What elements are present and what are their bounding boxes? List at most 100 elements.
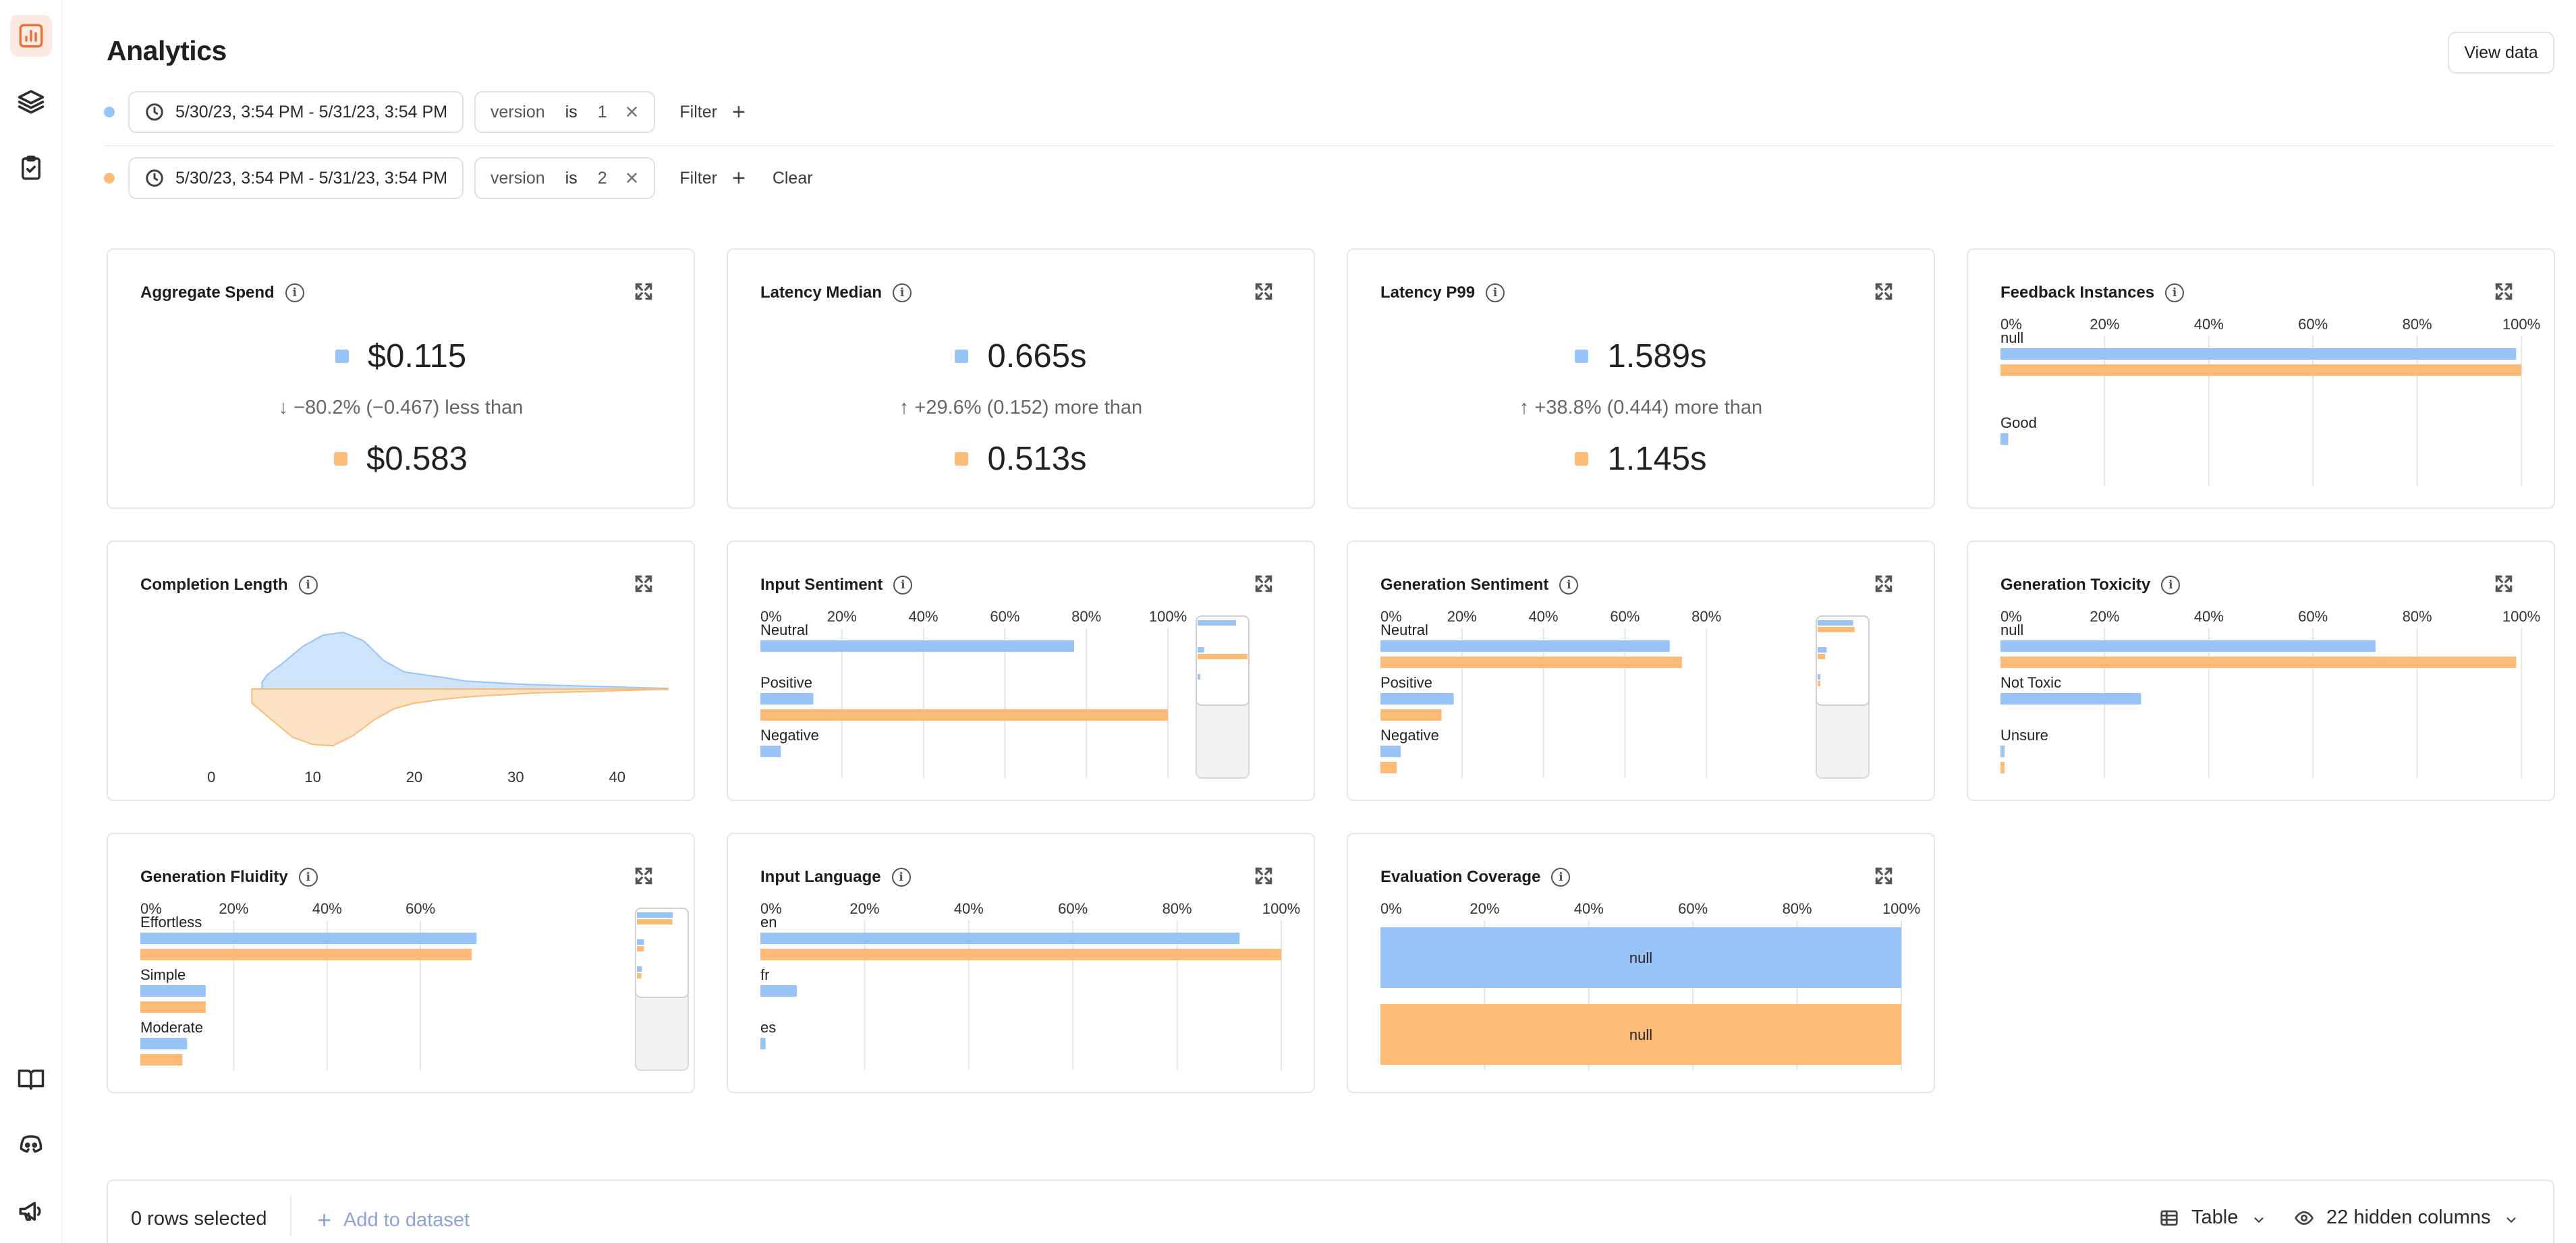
info-icon[interactable]: i bbox=[298, 576, 318, 595]
toolbar-divider bbox=[290, 1196, 291, 1236]
discord-nav-button[interactable] bbox=[10, 1124, 52, 1166]
bar bbox=[1380, 762, 1397, 773]
info-icon[interactable]: i bbox=[1559, 576, 1579, 595]
date-range-picker[interactable]: 5/30/23, 3:54 PM - 5/31/23, 3:54 PM bbox=[128, 91, 464, 133]
analytics-nav-button[interactable] bbox=[10, 15, 52, 57]
bar bbox=[1380, 693, 1454, 705]
expand-icon[interactable] bbox=[1253, 573, 1275, 595]
remove-filter-icon[interactable]: ✕ bbox=[624, 167, 640, 188]
metric-value-b: $0.583 bbox=[366, 441, 468, 477]
expand-icon[interactable] bbox=[2493, 281, 2515, 302]
filter-key: version bbox=[491, 168, 545, 188]
discord-icon bbox=[20, 1135, 43, 1153]
date-range-picker[interactable]: 5/30/23, 3:54 PM - 5/31/23, 3:54 PM bbox=[128, 157, 464, 199]
info-icon[interactable]: i bbox=[891, 868, 911, 887]
info-icon[interactable]: i bbox=[285, 283, 304, 302]
series-orange-dot bbox=[104, 173, 115, 184]
bar bbox=[2000, 762, 2005, 773]
x-tick-label: 40% bbox=[954, 900, 984, 917]
x-tick-label: 20% bbox=[849, 900, 879, 917]
filter-divider bbox=[104, 145, 2554, 146]
metric-compare-row: ↑ +38.8% (0.444) more than bbox=[1348, 397, 1934, 419]
expand-icon[interactable] bbox=[2493, 573, 2515, 595]
bar bbox=[2000, 348, 2517, 360]
x-tick-label: 20% bbox=[2090, 316, 2119, 333]
x-tick-label: 0% bbox=[2000, 608, 2022, 625]
x-tick-label: 60% bbox=[2298, 316, 2328, 333]
expand-icon[interactable] bbox=[1873, 865, 1895, 887]
view-data-button[interactable]: View data bbox=[2448, 32, 2554, 74]
filter-operator[interactable]: is bbox=[565, 102, 578, 121]
eye-icon bbox=[2294, 1208, 2314, 1228]
x-tick-label: 30 bbox=[507, 769, 524, 785]
filter-value[interactable]: 2 bbox=[597, 168, 607, 188]
clock-icon bbox=[146, 103, 163, 121]
input-language-card: Input Language i 0% 20% 40% 60% 80% 100% en fr es bbox=[727, 833, 1315, 1093]
x-tick-label: 100% bbox=[1262, 900, 1300, 917]
evaluation-coverage-chart: 0% 20% 40% 60% 80% 100% null null bbox=[1380, 900, 1920, 1070]
category-label: fr bbox=[760, 966, 769, 983]
x-tick-label: 60% bbox=[1610, 608, 1640, 625]
expand-icon[interactable] bbox=[1873, 281, 1895, 302]
announcements-nav-button[interactable] bbox=[10, 1190, 52, 1232]
add-filter-button[interactable]: Filter + bbox=[679, 101, 745, 123]
x-tick-label: 80% bbox=[1691, 608, 1721, 625]
info-icon[interactable]: i bbox=[1551, 868, 1571, 887]
metric-value-b-row: 1.145s bbox=[1348, 440, 1934, 478]
plus-icon: + bbox=[731, 165, 746, 191]
expand-icon[interactable] bbox=[633, 281, 654, 302]
x-tick-label: 80% bbox=[2403, 608, 2432, 625]
bar bbox=[140, 985, 206, 997]
bar-chart-icon bbox=[19, 24, 43, 48]
x-tick-label: 20% bbox=[2090, 608, 2119, 625]
expand-icon[interactable] bbox=[633, 573, 654, 595]
info-icon[interactable]: i bbox=[893, 283, 912, 302]
card-title-text: Generation Fluidity bbox=[140, 868, 288, 886]
datasets-nav-button[interactable] bbox=[10, 81, 52, 123]
x-tick-label: 60% bbox=[2298, 608, 2328, 625]
input-sentiment-card: Input Sentiment i 0% 20% 40% 60% 80% 100% Neutr… bbox=[727, 541, 1315, 801]
expand-icon[interactable] bbox=[1873, 573, 1895, 595]
x-tick-label: 20% bbox=[1447, 608, 1477, 625]
remove-filter-icon[interactable]: ✕ bbox=[624, 101, 640, 122]
info-icon[interactable]: i bbox=[298, 868, 318, 887]
info-icon[interactable]: i bbox=[2161, 576, 2181, 595]
expand-icon[interactable] bbox=[1253, 865, 1275, 887]
evaluations-nav-button[interactable] bbox=[10, 147, 52, 189]
filter-operator[interactable]: is bbox=[565, 168, 578, 188]
version-filter-chip[interactable]: version is 2 ✕ bbox=[474, 157, 656, 199]
minimap-bar bbox=[1818, 647, 1827, 653]
x-tick-label: 20% bbox=[827, 608, 857, 625]
hidden-columns-dropdown[interactable]: 22 hidden columns bbox=[2294, 1207, 2519, 1229]
filter-value[interactable]: 1 bbox=[597, 102, 607, 121]
expand-icon[interactable] bbox=[1253, 281, 1275, 302]
info-icon[interactable]: i bbox=[2165, 283, 2185, 302]
docs-nav-button[interactable] bbox=[10, 1058, 52, 1100]
table-view-dropdown[interactable]: Table bbox=[2159, 1207, 2266, 1229]
filter-label: Filter bbox=[679, 168, 717, 188]
metric-compare-row: ↓ −80.2% (−0.467) less than bbox=[108, 397, 694, 419]
info-icon[interactable]: i bbox=[1486, 283, 1505, 302]
sidebar bbox=[0, 0, 62, 1243]
bar bbox=[760, 746, 781, 757]
version-filter-chip[interactable]: version is 1 ✕ bbox=[474, 91, 656, 133]
info-icon[interactable]: i bbox=[893, 576, 913, 595]
generation-sentiment-card: Generation Sentiment i 0% 20% 40% 60% 80% Neut… bbox=[1347, 541, 1935, 801]
category-label: Simple bbox=[140, 966, 186, 983]
bar bbox=[2000, 746, 2005, 757]
plus-icon: + bbox=[731, 99, 746, 125]
x-tick-label: 60% bbox=[1678, 900, 1708, 917]
expand-icon[interactable] bbox=[633, 865, 654, 887]
filter-label: Filter bbox=[679, 102, 717, 121]
add-filter-button[interactable]: Filter + bbox=[679, 167, 745, 190]
clear-filters-button[interactable]: Clear bbox=[772, 168, 813, 188]
minimap-bar bbox=[1818, 681, 1820, 686]
card-title-text: Generation Sentiment bbox=[1380, 576, 1549, 594]
clock-icon bbox=[146, 169, 163, 187]
generation-sentiment-chart: 0% 20% 40% 60% 80% Neutral Positive Negative bbox=[1380, 608, 1870, 779]
completion-length-chart: 0 10 20 30 40 bbox=[207, 632, 669, 785]
add-to-dataset-button[interactable]: + Add to dataset bbox=[317, 1208, 470, 1232]
x-tick-label: 40% bbox=[2194, 608, 2224, 625]
feedback-instances-chart: 0% 20% 40% 60% 80% 100% null Good bbox=[2000, 316, 2540, 486]
series-blue-swatch bbox=[335, 350, 349, 363]
